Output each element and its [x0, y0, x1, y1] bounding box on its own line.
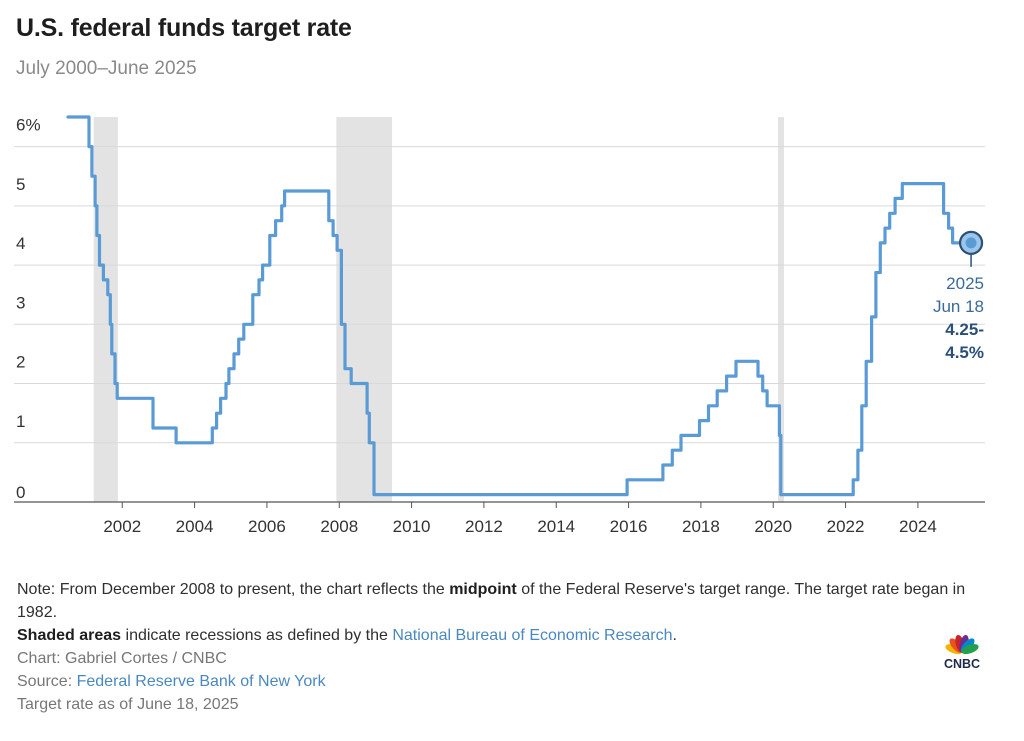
- x-tick-label-2018: 2018: [682, 517, 720, 536]
- peacock-feather-6: [961, 644, 979, 655]
- annotation-label-2: Jun 18: [933, 297, 984, 316]
- cnbc-logo: CNBC: [944, 634, 980, 670]
- shading-note: Shaded areas indicate recessions as defi…: [17, 627, 677, 644]
- x-tick-label-2024: 2024: [899, 517, 937, 536]
- chart-title: U.S. federal funds target rate: [16, 14, 352, 42]
- annotation-label-4: 4.5%: [945, 343, 984, 362]
- annotation-label-1: 2025: [946, 274, 984, 293]
- y-tick-label-2: 2: [16, 353, 25, 372]
- recession-band-2: [336, 117, 393, 502]
- y-tick-label-3: 3: [16, 293, 25, 312]
- y-tick-label-6: 6%: [16, 116, 41, 135]
- peacock-icon: [945, 634, 979, 655]
- current-rate-marker-core: [965, 237, 977, 249]
- chart-subtitle: July 2000–June 2025: [16, 58, 197, 79]
- chart-notes: Note: From December 2008 to present, the…: [17, 578, 977, 716]
- recession-band-3: [777, 117, 784, 502]
- y-tick-label-1: 1: [16, 412, 25, 431]
- x-tick-label-2010: 2010: [393, 517, 431, 536]
- annotation-label-3: 4.25-: [945, 320, 984, 339]
- chart-credit: Chart: Gabriel Cortes / CNBC: [17, 650, 227, 667]
- x-tick-label-2020: 2020: [754, 517, 792, 536]
- y-tick-label-0: 0: [16, 483, 25, 502]
- fed-funds-rate-line: [66, 115, 973, 497]
- y-tick-label-4: 4: [16, 234, 25, 253]
- nber-link[interactable]: National Bureau of Economic Research: [392, 627, 673, 644]
- as-of-date: Target rate as of June 18, 2025: [17, 696, 239, 713]
- x-tick-label-2012: 2012: [465, 517, 503, 536]
- note-text: Note: From December 2008 to present, the…: [17, 581, 966, 621]
- x-tick-label-2014: 2014: [537, 517, 575, 536]
- x-tick-label-2022: 2022: [827, 517, 865, 536]
- source-link[interactable]: Federal Reserve Bank of New York: [76, 673, 326, 690]
- x-tick-label-2008: 2008: [320, 517, 358, 536]
- fed-funds-line-chart: 0 1 2 3 4 5 6% 2002 2004 2006 2008 2010 2012 2014 2016…: [14, 115, 985, 536]
- x-tick-label-2002: 2002: [103, 517, 141, 536]
- recession-band-1: [93, 117, 118, 502]
- x-tick-label-2006: 2006: [248, 517, 286, 536]
- chart-source: Source: Federal Reserve Bank of New York: [17, 673, 326, 690]
- x-tick-label-2004: 2004: [176, 517, 214, 536]
- x-tick-label-2016: 2016: [610, 517, 648, 536]
- cnbc-logo-text: CNBC: [944, 657, 980, 670]
- y-tick-label-5: 5: [16, 175, 25, 194]
